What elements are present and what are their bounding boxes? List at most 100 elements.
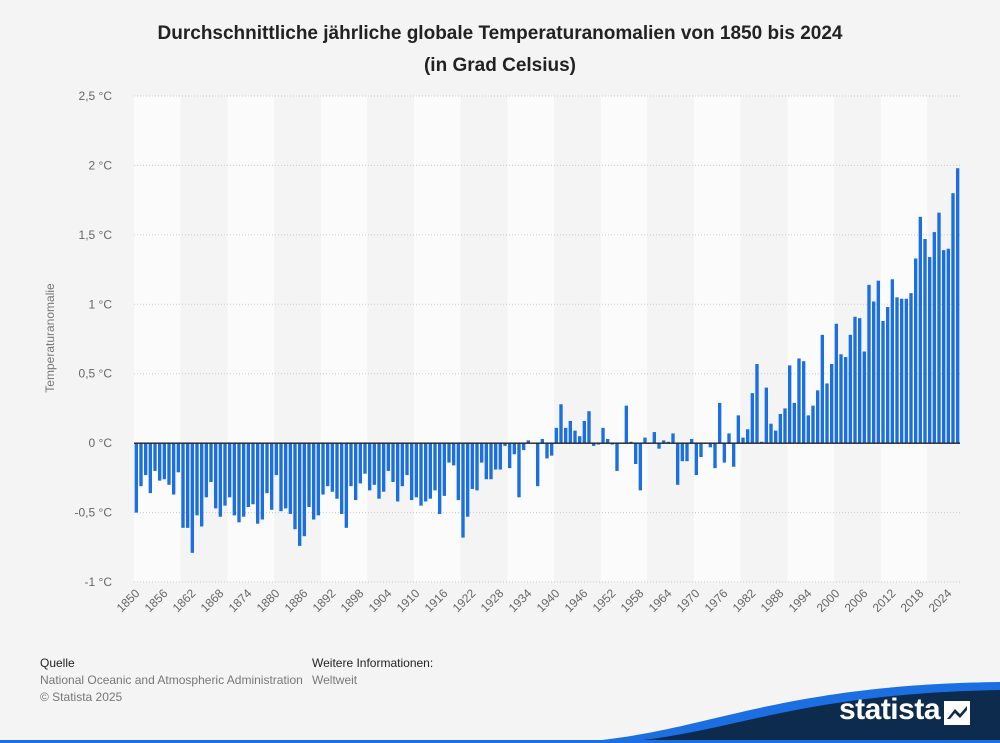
- x-tick-label: 1946: [562, 586, 591, 615]
- background-band: [694, 96, 741, 582]
- x-tick-label: 1940: [534, 586, 563, 615]
- bar: [484, 443, 489, 480]
- bar: [199, 443, 204, 527]
- bar: [381, 443, 386, 492]
- background-band: [320, 96, 368, 582]
- bar: [577, 436, 582, 444]
- x-tick-label: 1910: [394, 586, 423, 615]
- bar: [255, 443, 260, 524]
- bar: [741, 437, 745, 444]
- bar: [503, 443, 507, 446]
- bar: [293, 443, 297, 530]
- x-tick-label: 2024: [926, 586, 955, 615]
- bar: [605, 438, 610, 444]
- bar: [591, 443, 596, 446]
- background-band: [507, 96, 554, 582]
- bar: [358, 443, 363, 484]
- bar: [857, 318, 862, 444]
- bar: [881, 320, 885, 444]
- background-band: [367, 96, 414, 582]
- bar: [213, 443, 218, 509]
- x-tick-label: 1982: [730, 586, 759, 615]
- bar: [349, 443, 353, 487]
- x-tick-label: 2006: [842, 586, 871, 615]
- bar: [218, 443, 223, 517]
- statista-logo-icon: [944, 701, 970, 725]
- bar: [829, 363, 834, 444]
- y-tick-label: 0 °C: [89, 436, 113, 450]
- bar: [713, 443, 717, 469]
- bar: [699, 443, 703, 458]
- bar: [545, 443, 549, 459]
- bar: [853, 316, 857, 444]
- bar: [302, 443, 307, 537]
- bar: [871, 301, 876, 444]
- bar: [409, 443, 414, 501]
- bar: [899, 298, 904, 444]
- bar: [689, 438, 694, 444]
- y-axis-ticks: -1 °C -0,5 °C 0 °C 0,5 °C 1 °C 1,5 °C 2 °C 2,5 …: [75, 89, 113, 589]
- y-tick-label: -0,5 °C: [75, 506, 113, 520]
- background-band: [554, 96, 601, 582]
- x-tick-label: 1976: [702, 586, 731, 615]
- x-tick-label: 1952: [590, 586, 619, 615]
- bar: [171, 443, 176, 495]
- bar: [353, 443, 358, 501]
- bar: [176, 443, 181, 473]
- bar: [783, 408, 787, 444]
- bar: [363, 443, 367, 474]
- x-tick-label: 1886: [282, 586, 311, 615]
- bar: [344, 443, 349, 528]
- bar: [521, 443, 526, 451]
- source-block: Quelle National Oceanic and Atmospheric …: [40, 655, 303, 706]
- bar: [148, 443, 153, 494]
- bar: [246, 443, 251, 508]
- background-band: [647, 96, 694, 582]
- chart-title-line1: Durchschnittliche jährliche globale Temp…: [157, 23, 843, 44]
- bar: [325, 443, 330, 487]
- bar: [232, 443, 237, 516]
- bar: [433, 443, 437, 491]
- bar: [279, 443, 283, 512]
- bar: [139, 443, 143, 487]
- more-info-text: Weltweit: [312, 673, 358, 687]
- bar: [153, 443, 157, 471]
- x-tick-label: 1880: [254, 586, 283, 615]
- bar: [787, 365, 792, 444]
- bar: [195, 443, 199, 516]
- statista-logo[interactable]: statista: [838, 693, 941, 726]
- bar: [367, 443, 372, 491]
- bar: [937, 212, 941, 444]
- bar: [825, 383, 829, 444]
- bar: [927, 257, 932, 444]
- background-band: [134, 96, 181, 582]
- x-tick-label: 1922: [450, 586, 479, 615]
- more-info-block: Weitere Informationen: Weltweit: [312, 655, 433, 689]
- bar: [386, 443, 391, 471]
- bar: [587, 411, 591, 444]
- bar: [330, 443, 335, 492]
- x-tick-label: 1874: [226, 586, 255, 615]
- bar: [540, 438, 545, 444]
- bar: [661, 440, 666, 444]
- bar: [885, 307, 890, 444]
- bar: [904, 298, 909, 444]
- bar: [428, 443, 433, 499]
- bar: [615, 443, 619, 471]
- bar: [185, 443, 190, 528]
- bar: [745, 429, 750, 444]
- bar: [801, 361, 806, 444]
- bar: [498, 443, 503, 470]
- bar: [839, 354, 843, 444]
- bar: [867, 284, 871, 444]
- bar: [395, 443, 400, 502]
- bar: [181, 443, 185, 528]
- bar: [414, 443, 419, 498]
- source-link[interactable]: National Oceanic and Atmospheric Adminis…: [40, 673, 303, 687]
- bar: [241, 443, 246, 517]
- bar: [806, 415, 811, 444]
- bar: [951, 193, 955, 444]
- bar: [675, 443, 680, 485]
- bar: [624, 405, 629, 444]
- bar: [479, 443, 484, 463]
